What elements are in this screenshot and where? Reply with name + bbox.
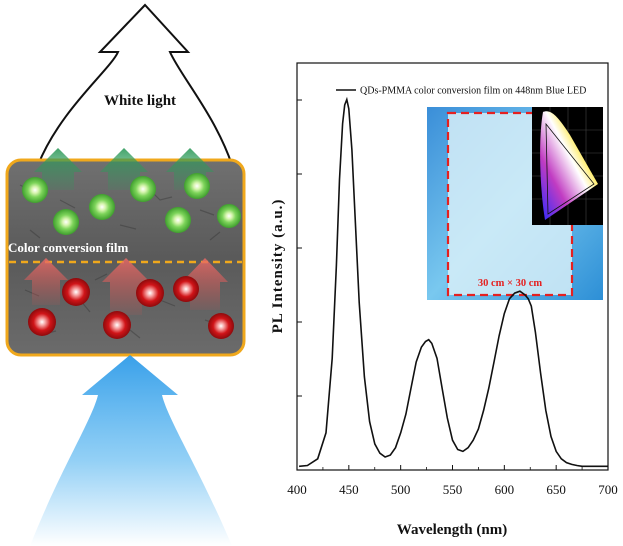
pl-chart: 400 450 500 550 600 650 700 30 cm × 30 cm: [270, 62, 618, 538]
green-quantum-dots: [22, 173, 241, 235]
x-axis-label: Wavelength (nm): [397, 522, 507, 538]
red-arrow: [102, 258, 150, 315]
x-tick-label: 600: [495, 482, 515, 497]
legend: QDs-PMMA color conversion film on 448nm …: [336, 86, 586, 97]
green-qd: [165, 207, 191, 233]
inset-photo: 30 cm × 30 cm: [427, 107, 603, 300]
x-tick-label: 500: [391, 482, 411, 497]
green-qd: [89, 194, 115, 220]
legend-label: QDs-PMMA color conversion film on 448nm …: [360, 86, 586, 97]
red-qd: [208, 313, 234, 339]
green-qd: [22, 177, 48, 203]
red-qd: [136, 279, 164, 307]
x-tick-label: 550: [443, 482, 463, 497]
white-light-arrow: [37, 3, 233, 166]
series-line: [299, 96, 608, 468]
cie-diagram: [532, 107, 603, 225]
y-axis-label: PL Intensity (a.u.): [270, 199, 286, 334]
cie-gamut: [540, 111, 598, 220]
green-arrow: [34, 148, 82, 190]
red-qd: [62, 278, 90, 306]
x-tick-label: 450: [339, 482, 359, 497]
red-qd: [103, 311, 131, 339]
inset-size-label: 30 cm × 30 cm: [478, 278, 543, 289]
cie-triangle: [545, 122, 595, 215]
x-tick-labels: 400 450 500 550 600 650 700: [287, 482, 618, 497]
green-qd: [184, 173, 210, 199]
film-label: Color conversion film: [8, 240, 129, 255]
green-qd: [53, 209, 79, 235]
red-qd: [173, 276, 199, 302]
red-qd: [28, 308, 56, 336]
x-tick-label: 700: [598, 482, 618, 497]
red-arrow: [24, 258, 68, 305]
x-tick-label: 400: [287, 482, 307, 497]
x-tick-label: 650: [546, 482, 566, 497]
blue-led-arrow: [30, 355, 232, 546]
green-qd: [130, 176, 156, 202]
axis-ticks: [296, 99, 609, 470]
green-qd: [217, 204, 241, 228]
white-light-label: White light: [104, 93, 176, 109]
red-quantum-dots: [28, 276, 234, 339]
schematic: White light Color conversion film: [5, 3, 246, 546]
